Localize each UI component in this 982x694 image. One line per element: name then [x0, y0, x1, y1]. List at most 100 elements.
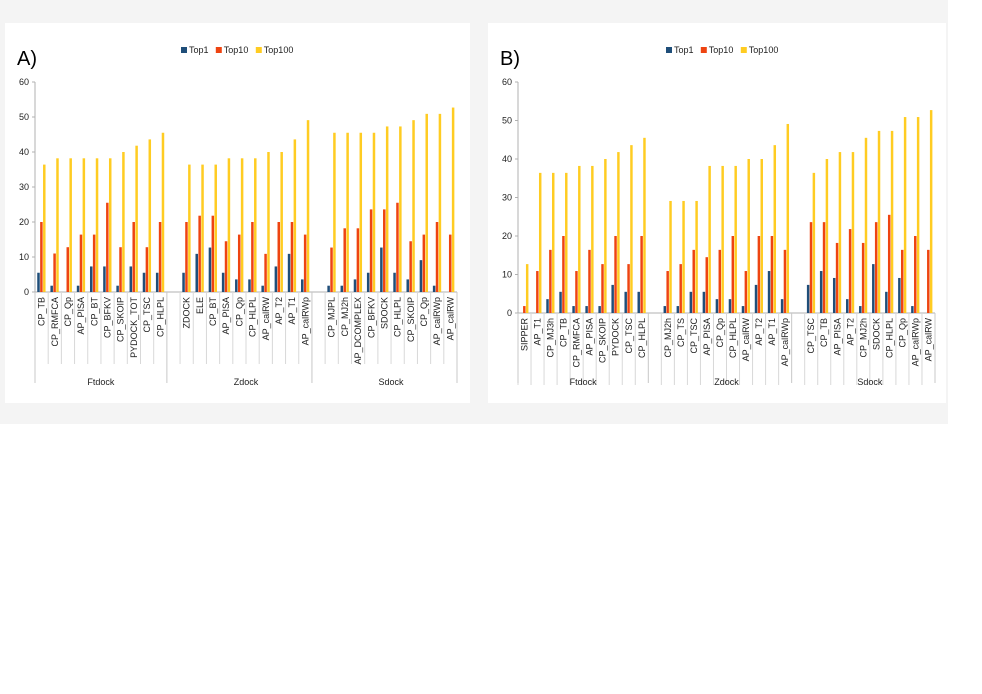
bar-top1	[380, 247, 383, 292]
bar-top1	[393, 272, 396, 292]
bar-top1	[780, 299, 784, 313]
legend-item-top10: Top10	[700, 45, 733, 55]
bar-top1	[300, 279, 304, 292]
bar-top1	[637, 291, 640, 313]
bar-top100	[188, 164, 191, 292]
bar-top10	[718, 249, 722, 313]
x-category-label: CP_Qp	[234, 297, 244, 327]
bar-top10	[92, 234, 96, 292]
bar-top10	[783, 249, 787, 313]
x-category-label: AP_calRW	[261, 297, 271, 341]
bar-top100	[267, 152, 270, 292]
bar-top1	[715, 299, 719, 313]
bar-top100	[929, 110, 933, 313]
bar-top1	[585, 306, 588, 313]
x-category-label: AP_T2	[845, 318, 855, 346]
bar-top1	[676, 306, 680, 313]
bar-top1	[559, 291, 562, 313]
y-tick-label: 0	[507, 308, 512, 318]
bar-top10	[145, 247, 149, 292]
bar-top1	[872, 264, 875, 313]
bar-top1	[103, 266, 106, 292]
chart-a-svg: A) Top1 Top10 Top100 0 10 20 30 40 50 60 CP_TB CP_RM…	[17, 45, 458, 387]
legend-swatch	[666, 47, 672, 53]
x-category-label: CP_RMFCA	[50, 297, 60, 347]
bar-top100	[552, 172, 555, 313]
bar-top10	[237, 234, 241, 292]
bar-top100	[838, 152, 842, 313]
bar-top1	[274, 266, 278, 292]
bar-top10	[330, 247, 333, 292]
x-category-label: ELE	[195, 297, 205, 314]
bar-top100	[148, 139, 152, 292]
bar-top10	[614, 236, 617, 313]
bar-top1	[221, 272, 225, 292]
bar-top100	[161, 132, 165, 292]
x-category-label: PYDOCK_TOT	[129, 297, 139, 358]
legend-label: Top100	[749, 45, 779, 55]
bar-top10	[264, 253, 267, 292]
x-category-label: CP_HLPL	[155, 297, 165, 337]
y-tick-label: 30	[502, 193, 512, 203]
bar-top100	[333, 132, 336, 292]
bar-top1	[806, 284, 810, 313]
x-category-label: CP_TB	[819, 318, 829, 347]
bar-top10	[835, 242, 839, 313]
bar-top10	[40, 222, 43, 292]
bar-top1	[432, 285, 436, 292]
bar-top100	[578, 165, 581, 313]
bar-top1	[598, 306, 601, 313]
bar-top100	[425, 113, 428, 292]
y-tick-label: 10	[19, 252, 29, 262]
bar-top10	[224, 241, 228, 292]
bar-top100	[280, 152, 283, 292]
x-category-label: CP_MJ2h	[663, 318, 673, 358]
x-category-label: CP_SKOIP	[116, 297, 126, 342]
bar-top100	[306, 120, 310, 293]
legend-label: Top1	[674, 45, 694, 55]
bar-top100	[399, 126, 402, 292]
group-label-zdock: Zdock	[714, 377, 739, 387]
bar-top10	[588, 249, 591, 313]
bar-top10	[562, 236, 565, 313]
x-category-label: CP_MJPL	[327, 297, 337, 338]
bar-top100	[346, 132, 349, 292]
bar-top1	[116, 285, 119, 292]
bar-top1	[327, 285, 330, 292]
bar-top100	[293, 139, 297, 292]
legend-item-top100: Top100	[255, 45, 294, 55]
bar-top100	[708, 165, 711, 313]
bar-top10	[79, 234, 83, 292]
bar-top100	[591, 165, 594, 313]
bar-top1	[663, 306, 667, 313]
x-category-label: PYDOCK	[611, 318, 621, 356]
x-category-label: CP_HLPL	[728, 318, 738, 358]
chart-a-panel-label: A)	[17, 48, 37, 70]
bar-top1	[754, 284, 758, 313]
bar-top10	[692, 249, 695, 313]
bar-top100	[538, 172, 542, 313]
bar-top100	[254, 158, 257, 292]
bar-top10	[861, 242, 865, 313]
y-tick-label: 10	[502, 270, 512, 280]
bar-top10	[132, 222, 135, 292]
bar-top10	[679, 264, 682, 313]
legend-label: Top100	[264, 45, 294, 55]
bar-top1	[741, 306, 745, 313]
bar-top10	[640, 236, 643, 313]
group-label-sdock: Sdock	[379, 377, 405, 387]
bar-top10	[874, 222, 878, 313]
bar-top1	[366, 272, 370, 292]
x-category-label: CP_MJ2h	[340, 297, 350, 337]
bar-top10	[523, 306, 526, 313]
bar-top100	[82, 158, 86, 292]
legend-label: Top10	[224, 45, 249, 55]
x-category-label: AP_calRWp	[910, 318, 920, 366]
x-category-label: SDOCK	[379, 297, 389, 329]
bar-top10	[290, 222, 294, 292]
legend-swatch	[255, 47, 262, 53]
y-tick-label: 60	[19, 77, 29, 87]
bar-top1	[885, 291, 888, 313]
x-category-label: CP_BFKV	[366, 297, 376, 338]
x-category-label: AP_T1	[533, 318, 543, 346]
